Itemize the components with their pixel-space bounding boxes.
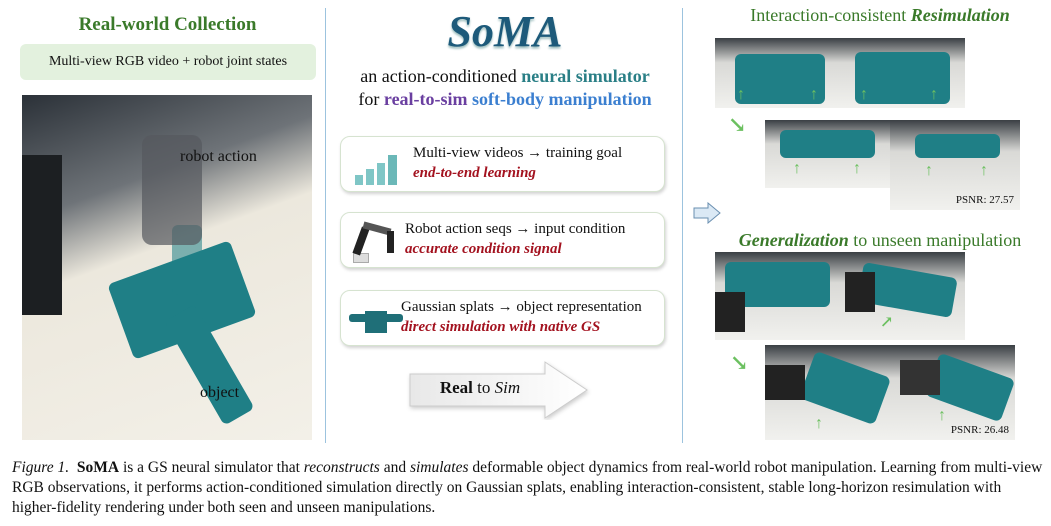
- curved-arrow-icon: ↘: [728, 112, 747, 137]
- left-title: Real-world Collection: [78, 14, 257, 35]
- caption-name: SoMA: [76, 459, 120, 476]
- object-label: object: [200, 384, 240, 401]
- soma-logo: SoMA: [447, 7, 563, 56]
- tagline-2-purple: real-to-sim: [383, 89, 468, 109]
- shirt-icon: [349, 311, 403, 333]
- caption-label: Figure 1.: [12, 459, 70, 476]
- to-label: to: [477, 378, 491, 397]
- resim-frame-4: ↑ ↑ PSNR: 27.57: [890, 120, 1020, 210]
- gen-frame-3: ↑: [765, 345, 890, 440]
- card-line2: direct simulation with native GS: [401, 319, 601, 335]
- generalization-title: Generalization to unseen manipulation: [715, 230, 1045, 251]
- gen-frame-4: ↑ PSNR: 26.48: [890, 345, 1015, 440]
- psnr-resim: PSNR: 27.57: [955, 194, 1014, 206]
- real-to-sim-arrow: [409, 361, 588, 419]
- real-world-photo: [22, 95, 312, 440]
- card-training-goal: Multi-view videos → training goal end-to…: [340, 136, 665, 192]
- tagline-1: an action-conditioned neural simulator: [330, 66, 680, 87]
- divider-left: [325, 8, 326, 443]
- tagline-2-blue: soft-body manipulation: [472, 89, 652, 109]
- caption-t1: is a GS neural simulator that: [122, 459, 300, 476]
- gen-frame-2: ↗: [840, 252, 965, 340]
- resim-title-em: Resimulation: [910, 5, 1010, 25]
- gen-title-em: Generalization: [738, 230, 849, 250]
- robot-arm-icon: [351, 221, 399, 263]
- card-line1: Gaussian splats → object representation: [401, 299, 642, 315]
- card-object-representation: Gaussian splats → object representation …: [340, 290, 665, 346]
- caption-t3: deformable object dynamics from real-wor…: [12, 459, 1043, 516]
- gen-title-plain: to unseen manipulation: [853, 230, 1022, 250]
- left-subtitle-box: Multi-view RGB video + robot joint state…: [20, 44, 316, 80]
- card-input-condition: Robot action seqs → input condition accu…: [340, 212, 665, 268]
- chart-growth-icon: [353, 149, 401, 185]
- curved-arrow-icon: ↘: [730, 350, 749, 375]
- card-line2: end-to-end learning: [413, 165, 536, 181]
- robot-action-label: robot action: [180, 148, 257, 165]
- card-line2: accurate condition signal: [405, 241, 562, 257]
- psnr-gen: PSNR: 26.48: [950, 424, 1009, 436]
- sim-label: Sim: [494, 378, 521, 397]
- resim-frame-1: ↑ ↑: [715, 38, 840, 108]
- divider-right: [682, 8, 683, 443]
- card-line1: Multi-view videos → training goal: [413, 145, 623, 161]
- gen-frame-1: [715, 252, 840, 340]
- real-to-sim-label: Real to Sim: [410, 378, 550, 398]
- tagline-1-plain: an action-conditioned: [360, 66, 517, 86]
- real-label: Real: [439, 378, 473, 397]
- resim-frame-3: ↑ ↑: [765, 120, 890, 188]
- flow-arrow-icon: [693, 202, 721, 224]
- caption-em1: reconstructs: [303, 459, 380, 476]
- figure-caption: Figure 1. SoMA is a GS neural simulator …: [12, 458, 1047, 518]
- caption-em2: simulates: [409, 459, 469, 476]
- resimulation-title: Interaction-consistent Resimulation: [715, 5, 1045, 26]
- card-line1: Robot action seqs → input condition: [405, 221, 626, 237]
- tagline-2: for real-to-sim soft-body manipulation: [330, 89, 680, 110]
- resim-frame-2: ↑ ↑: [840, 38, 965, 108]
- left-subtitle: Multi-view RGB video + robot joint state…: [48, 54, 288, 69]
- resim-title-plain: Interaction-consistent: [750, 5, 907, 25]
- caption-t2: and: [383, 459, 407, 476]
- tagline-1-colored: neural simulator: [521, 66, 650, 86]
- tagline-2-plain: for: [358, 89, 380, 109]
